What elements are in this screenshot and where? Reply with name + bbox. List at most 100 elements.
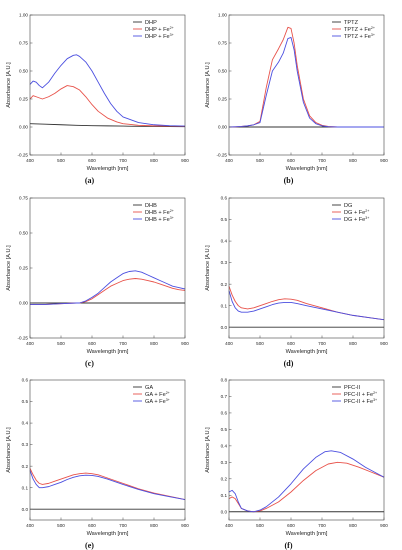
chart-panel-c: 400 500 600 700 800 900 -0.25 0.00 0.25 0.50 0.75 W… [6,196,189,368]
series-line-c-2 [30,278,186,305]
y-tick-label-a-0: -0.25 [18,153,29,158]
panel-label-d: (d) [284,359,294,368]
chart-panel-b: 400 500 600 700 800 900 -0.25 0.00 0.25 0.50 0.75 1… [205,13,388,185]
x-tick-label-a-900: 900 [181,158,189,163]
x-tick-label-e-600: 600 [88,523,96,528]
y-tick-label-a-1: 0.00 [19,125,28,130]
y-tick-label-c-4: 0.75 [19,196,28,201]
y-axis-title-f: Absorbance [A.U.] [205,427,211,473]
x-tick-label-c-700: 700 [119,341,127,346]
x-tick-label-b-400: 400 [225,158,233,163]
x-tick-label-a-800: 800 [150,158,158,163]
y-tick-label-d-3: 0.3 [221,260,228,265]
legend-label-a-3: DHP + Fe3+ [145,33,174,40]
legend-label-f-2: PFC-II + Fe2+ [344,391,377,398]
x-tick-label-f-900: 900 [380,523,388,528]
series-line-a-3 [29,54,186,127]
x-tick-label-e-800: 800 [150,523,158,528]
y-tick-label-f-8: 0.8 [221,378,228,383]
y-tick-label-f-0: 0.0 [221,509,228,514]
y-tick-label-d-2: 0.2 [221,282,228,287]
x-tick-label-d-800: 800 [349,341,357,346]
series-line-d-2 [228,286,385,321]
y-tick-label-d-5: 0.5 [221,217,228,222]
x-tick-label-a-400: 400 [26,158,34,163]
y-tick-label-a-5: 1.00 [19,13,28,18]
y-tick-label-b-5: 1.00 [218,13,227,18]
x-axis-title-d: Wavelength [nm] [286,349,328,355]
x-tick-label-e-700: 700 [119,523,127,528]
x-tick-label-c-900: 900 [181,341,189,346]
series-line-e-2 [29,468,186,500]
x-tick-label-c-800: 800 [150,341,158,346]
x-tick-label-d-400: 400 [225,341,233,346]
panel-label-e: (e) [85,541,94,550]
y-tick-label-b-4: 0.75 [218,41,227,46]
y-tick-label-b-1: 0.00 [218,125,227,130]
legend-label-e-2: GA + Fe2+ [145,391,170,398]
panel-label-b: (b) [284,176,294,185]
y-axis-title-a: Absorbance [A.U.] [6,62,12,108]
legend-label-e-3: GA + Fe3+ [145,398,170,405]
legend-label-e-1: GA [145,385,153,391]
x-axis-title-a: Wavelength [nm] [87,166,129,172]
x-tick-label-b-900: 900 [380,158,388,163]
y-tick-label-d-4: 0.4 [221,239,228,244]
x-tick-label-d-500: 500 [256,341,264,346]
chart-panel-f: 400 500 600 700 800 900 0.0 0.1 0.2 0.3 0.4 0.5 0.6 0… [205,378,388,550]
y-tick-label-f-2: 0.2 [221,476,228,481]
legend-label-c-2: DHB + Fe2+ [145,209,174,216]
plot-frame-b [228,14,385,156]
chart-panel-e: 400 500 600 700 800 900 0.0 0.1 0.2 0.3 0.4 0.5 0.6 W… [6,378,189,550]
legend-label-d-3: DG + Fe3+ [344,216,369,223]
x-axis-title-b: Wavelength [nm] [286,166,328,172]
y-tick-label-d-0: 0.0 [221,325,228,330]
legend-label-f-1: PFC-II [344,385,361,391]
series-line-b-2 [228,26,384,128]
series-line-f-2 [228,461,385,513]
y-tick-label-b-3: 0.50 [218,69,227,74]
y-tick-label-c-0: -0.25 [18,336,29,341]
y-tick-label-c-3: 0.50 [19,231,28,236]
y-axis-title-d: Absorbance [A.U.] [205,245,211,291]
legend-label-b-1: TPTZ [344,20,359,26]
x-tick-label-f-800: 800 [349,523,357,528]
x-tick-label-f-400: 400 [225,523,233,528]
legend-label-f-3: PFC-II + Fe3+ [344,398,377,405]
x-axis-title-e: Wavelength [nm] [87,531,129,537]
y-tick-label-f-6: 0.6 [221,411,228,416]
y-tick-label-e-5: 0.5 [22,399,29,404]
series-line-f-3 [228,450,385,513]
x-tick-label-e-500: 500 [57,523,65,528]
chart-panel-d: 400 500 600 700 800 900 0.0 0.1 0.2 0.3 0.4 0.5 0.6 W… [205,196,388,368]
x-tick-label-d-600: 600 [287,341,295,346]
x-tick-label-c-400: 400 [26,341,34,346]
x-tick-label-a-600: 600 [88,158,96,163]
legend-label-a-1: DHP [145,20,157,26]
y-tick-label-b-0: -0.25 [217,153,228,158]
y-tick-label-b-2: 0.25 [218,97,227,102]
y-tick-label-a-4: 0.75 [19,41,28,46]
x-tick-label-e-400: 400 [26,523,34,528]
x-tick-label-e-900: 900 [181,523,189,528]
x-tick-label-f-500: 500 [256,523,264,528]
legend-label-d-2: DG + Fe2+ [344,209,369,216]
series-line-e-3 [29,470,186,500]
y-axis-title-b: Absorbance [A.U.] [205,62,211,108]
series-line-a-1 [29,123,186,128]
plot-frame-a [29,14,186,156]
y-axis-title-c: Absorbance [A.U.] [6,245,12,291]
x-tick-label-a-500: 500 [57,158,65,163]
y-tick-label-e-2: 0.2 [22,464,29,469]
legend-label-b-2: TPTZ + Fe2+ [344,26,375,33]
x-axis-title-c: Wavelength [nm] [87,349,129,355]
y-tick-label-e-4: 0.4 [22,421,29,426]
x-tick-label-d-900: 900 [380,341,388,346]
y-tick-label-d-6: 0.6 [221,196,228,201]
x-axis-title-f: Wavelength [nm] [286,531,328,537]
y-tick-label-d-1: 0.1 [221,303,228,308]
x-tick-label-c-500: 500 [57,341,65,346]
series-line-d-3 [228,290,385,321]
y-tick-label-c-1: 0.00 [19,301,28,306]
